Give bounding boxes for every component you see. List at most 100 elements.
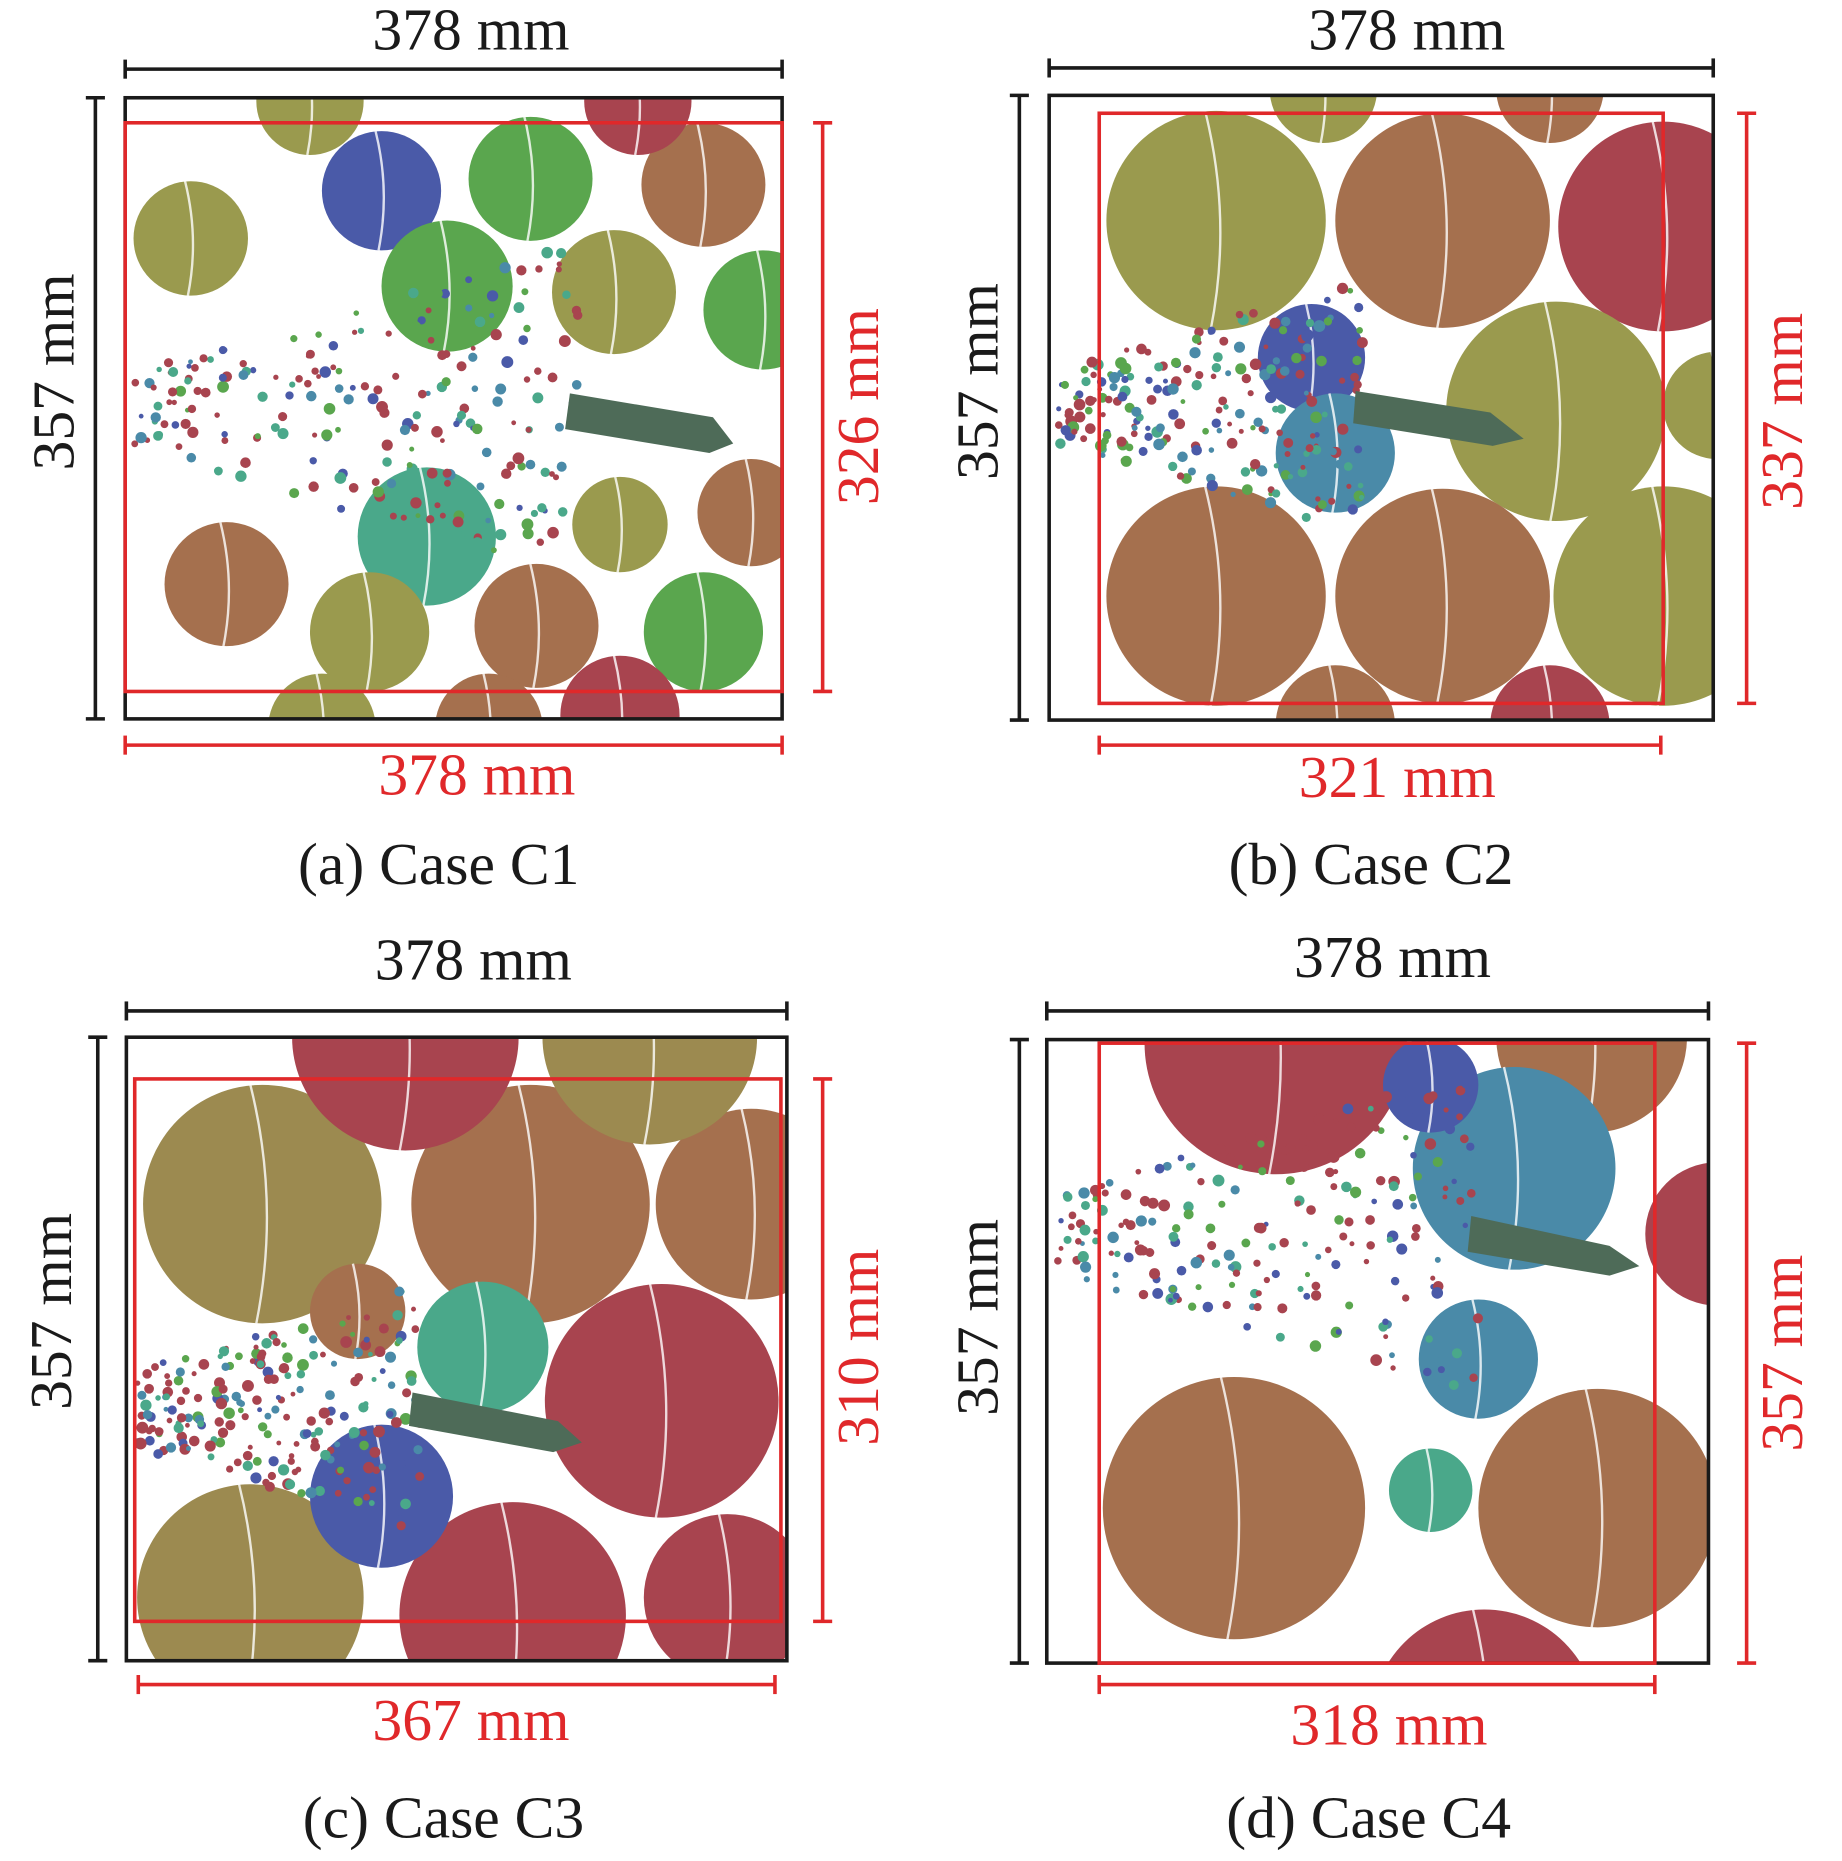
- fragment: [1232, 1269, 1241, 1277]
- fragment: [1235, 408, 1245, 419]
- fragment: [1230, 491, 1236, 498]
- fragment: [262, 1478, 270, 1487]
- fragment: [1100, 452, 1106, 458]
- fragment: [1237, 1164, 1243, 1170]
- fragment: [1189, 347, 1201, 359]
- fragment: [425, 390, 431, 397]
- fragment: [1297, 1285, 1304, 1293]
- fragment: [1117, 391, 1128, 402]
- fragment: [1301, 330, 1313, 342]
- aggregate: [1388, 1609, 1581, 1664]
- fragment: [1339, 377, 1346, 384]
- crack: [696, 571, 707, 692]
- fragment: [442, 350, 451, 359]
- fragment: [409, 321, 422, 333]
- fragment: [1357, 482, 1364, 489]
- fragment: [1154, 1163, 1165, 1174]
- fragment: [1054, 421, 1063, 429]
- fragment: [242, 1379, 254, 1392]
- caption: (a) Case C1: [298, 831, 579, 897]
- fragment: [1366, 1241, 1375, 1250]
- fragment: [142, 1369, 153, 1379]
- fragment: [1211, 362, 1222, 373]
- fragment: [277, 1464, 290, 1476]
- fragment: [1194, 327, 1204, 337]
- crack: [418, 467, 431, 606]
- fragment: [1079, 1224, 1091, 1236]
- fragment: [1283, 437, 1294, 448]
- fragment: [240, 457, 251, 468]
- crack: [306, 97, 314, 156]
- fragment: [1471, 1182, 1477, 1188]
- aggregate: [1645, 1162, 1709, 1305]
- red-width-label: 318 mm: [1290, 1692, 1487, 1758]
- fragment: [1202, 427, 1209, 435]
- crack: [614, 476, 623, 573]
- fragment: [396, 1509, 404, 1517]
- crack: [1543, 301, 1562, 522]
- aggregate: [643, 572, 764, 692]
- fragment: [1455, 1085, 1466, 1096]
- fragment: [513, 302, 525, 313]
- fragment: [1105, 1179, 1114, 1187]
- fragment: [1386, 1236, 1394, 1243]
- fragment: [1315, 1253, 1322, 1260]
- fragment: [214, 1417, 224, 1427]
- fragment: [1341, 1181, 1352, 1193]
- aggregate: [1106, 486, 1326, 706]
- fragment: [145, 1435, 155, 1446]
- fragment: [1371, 1198, 1378, 1205]
- fragment: [213, 466, 223, 476]
- fragment: [481, 447, 492, 458]
- fragment: [1255, 465, 1268, 477]
- crack: [1471, 1299, 1482, 1419]
- crack: [648, 1283, 668, 1518]
- fragment: [1189, 1162, 1196, 1169]
- fragment: [501, 468, 512, 479]
- fragment: [1258, 425, 1266, 433]
- fragment: [385, 330, 392, 337]
- fragment: [1305, 444, 1314, 453]
- fragment: [281, 1342, 287, 1348]
- fragment: [547, 372, 558, 383]
- fragment: [378, 1463, 386, 1471]
- fragment: [334, 1489, 342, 1497]
- fragment: [1174, 418, 1186, 430]
- fragment: [1183, 364, 1192, 374]
- fragment: [1101, 437, 1109, 445]
- fragment: [1135, 1168, 1142, 1175]
- fragment: [197, 1420, 205, 1428]
- fragment: [283, 1413, 291, 1421]
- fragment: [193, 386, 202, 396]
- fragment: [1324, 296, 1331, 304]
- fragment: [285, 391, 294, 400]
- fragment: [315, 331, 322, 338]
- fragment: [308, 481, 319, 492]
- fragment: [1365, 1215, 1375, 1225]
- aggregate: [309, 1424, 454, 1568]
- fragment: [512, 452, 525, 465]
- fragment: [349, 384, 356, 391]
- red-width-label: 321 mm: [1299, 744, 1496, 810]
- fragment: [1380, 1091, 1392, 1103]
- fragment: [207, 356, 214, 363]
- fragment: [1171, 1224, 1181, 1233]
- fragment: [1359, 494, 1365, 500]
- fragment: [337, 1466, 345, 1474]
- crack: [1542, 664, 1554, 721]
- fragment: [1451, 1348, 1463, 1359]
- effective-region: [1097, 1041, 1657, 1665]
- crack: [374, 130, 386, 251]
- fragment: [396, 1521, 406, 1531]
- fragment: [518, 335, 529, 345]
- fragment: [339, 1320, 346, 1327]
- aggregate: [552, 230, 676, 355]
- fragment: [164, 1373, 171, 1379]
- fragment: [1265, 391, 1277, 404]
- fragment: [1272, 357, 1281, 365]
- fragment: [1402, 1111, 1414, 1122]
- fragment: [1207, 1240, 1217, 1251]
- fragment: [532, 392, 544, 404]
- fragment: [1336, 282, 1349, 295]
